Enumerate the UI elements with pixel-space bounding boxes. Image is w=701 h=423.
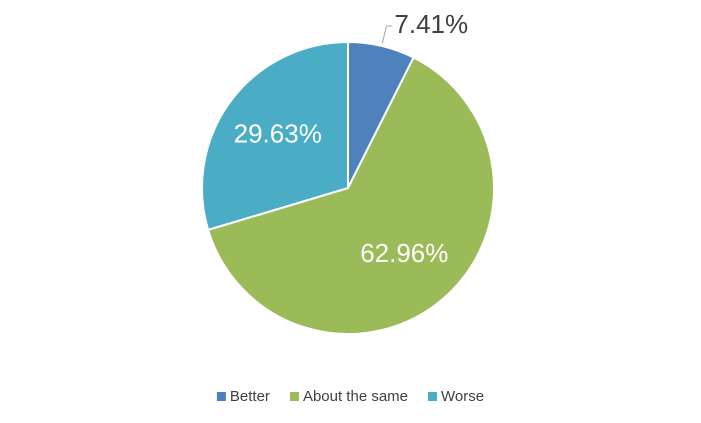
legend-label: About the same <box>303 388 408 405</box>
leader-line <box>381 25 393 44</box>
legend-swatch <box>289 392 299 401</box>
pie-slice <box>206 56 495 335</box>
legend-swatch <box>216 392 226 401</box>
data-label: 7.41% <box>394 9 468 39</box>
data-label: 62.96% <box>360 238 448 268</box>
legend-swatch <box>428 392 438 401</box>
pie-slice <box>201 40 349 232</box>
data-label: 29.63% <box>234 119 322 149</box>
legend-label: Worse <box>441 388 484 405</box>
legend-label: Better <box>230 388 270 405</box>
